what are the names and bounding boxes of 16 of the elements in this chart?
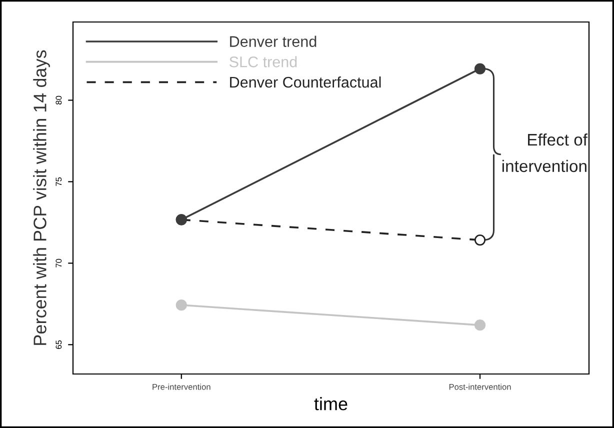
x-tick-label: Post-intervention <box>449 384 511 390</box>
y-tick-label: 80 <box>56 96 62 104</box>
text: SLC trend <box>230 56 297 68</box>
point <box>474 63 486 74</box>
y-tick-label: 70 <box>56 258 62 268</box>
y-axis-title: Percent with PCP visit within 14 days <box>33 50 50 345</box>
x-axis-title: time <box>314 397 348 410</box>
y-tick-label: 65 <box>56 340 62 349</box>
x-tick-label: Pre-intervention <box>152 384 210 390</box>
text: Denver Counterfactual <box>230 76 381 88</box>
text: Denver trend <box>230 36 316 47</box>
y-tick-label: 75 <box>56 177 62 186</box>
point <box>176 300 187 311</box>
point <box>474 234 486 246</box>
annotation: Effect of intervention <box>502 133 588 172</box>
point <box>474 320 486 331</box>
